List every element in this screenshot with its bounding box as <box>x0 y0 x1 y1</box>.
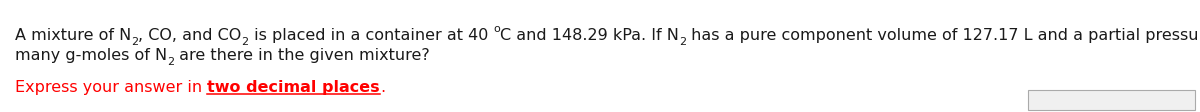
Text: o: o <box>493 24 500 34</box>
Text: many g-moles of N: many g-moles of N <box>14 48 167 63</box>
Text: 2: 2 <box>679 37 686 47</box>
Text: has a pure component volume of 127.17 L and a partial pressure of 85 kPa, how: has a pure component volume of 127.17 L … <box>686 28 1200 43</box>
Text: are there in the given mixture?: are there in the given mixture? <box>174 48 430 63</box>
Text: is placed in a container at 40: is placed in a container at 40 <box>248 28 493 43</box>
Text: .: . <box>380 80 385 95</box>
Text: two decimal places: two decimal places <box>208 80 380 95</box>
Text: 2: 2 <box>167 57 174 67</box>
Text: Express your answer in: Express your answer in <box>14 80 208 95</box>
Text: C and 148.29 kPa. If N: C and 148.29 kPa. If N <box>500 28 679 43</box>
Text: , CO, and CO: , CO, and CO <box>138 28 241 43</box>
Text: 2: 2 <box>241 37 248 47</box>
Text: 2: 2 <box>131 37 138 47</box>
Text: A mixture of N: A mixture of N <box>14 28 131 43</box>
